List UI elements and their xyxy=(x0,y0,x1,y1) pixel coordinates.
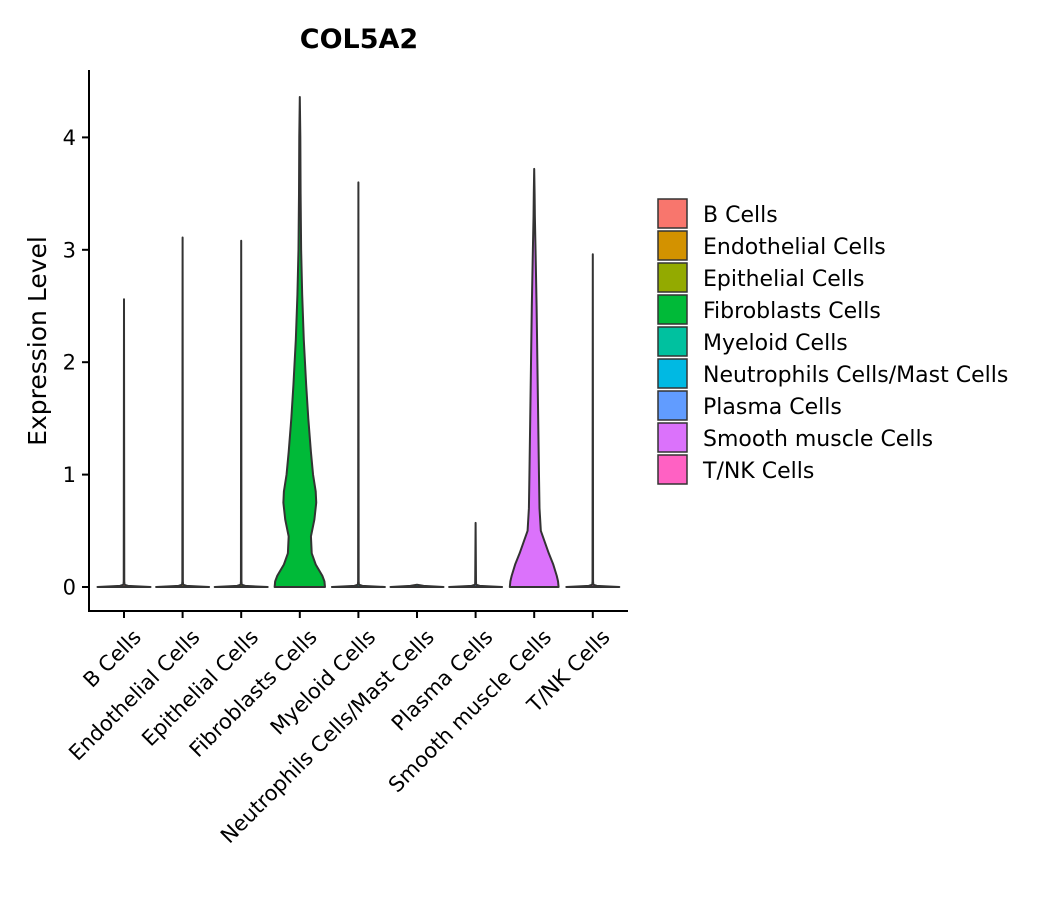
legend-key-plasma-cells xyxy=(657,390,688,421)
legend-key-fibroblasts-cells xyxy=(657,294,688,325)
legend-label-epithelial-cells: Epithelial Cells xyxy=(703,267,864,292)
legend-label-neutrophils-cells-mast-cells: Neutrophils Cells/Mast Cells xyxy=(703,363,1008,388)
legend-key-epithelial-cells xyxy=(657,262,688,293)
violin-myeloid-cells xyxy=(330,181,386,588)
y-tick-label-1: 1 xyxy=(63,463,76,487)
y-axis-title: Expression Level xyxy=(23,236,52,446)
legend-key-myeloid-cells xyxy=(657,326,688,357)
x-tick-label-neutrophils-cells-mast-cells: Neutrophils Cells/Mast Cells xyxy=(216,625,439,848)
legend-key-endothelial-cells xyxy=(657,230,688,261)
legend-label-plasma-cells: Plasma Cells xyxy=(703,395,842,420)
violin-plasma-cells xyxy=(448,521,504,588)
violin-neutrophils-cells-mast-cells xyxy=(389,583,445,588)
chart-title: COL5A2 xyxy=(300,24,418,55)
legend-label-fibroblasts-cells: Fibroblasts Cells xyxy=(703,299,881,324)
violin-smooth-muscle-cells xyxy=(508,167,560,588)
violin-fibroblasts-cells xyxy=(273,95,326,588)
legend-label-myeloid-cells: Myeloid Cells xyxy=(703,331,848,356)
violin-epithelial-cells xyxy=(213,239,269,588)
violin-t-nk-cells xyxy=(565,253,621,588)
legend-label-endothelial-cells: Endothelial Cells xyxy=(703,235,886,260)
legend-label-t-nk-cells: T/NK Cells xyxy=(702,459,814,484)
x-tick-label-myeloid-cells: Myeloid Cells xyxy=(266,625,381,740)
x-tick-label-plasma-cells: Plasma Cells xyxy=(387,625,498,736)
legend-label-b-cells: B Cells xyxy=(703,203,778,228)
y-tick-label-3: 3 xyxy=(63,238,76,262)
violin-b-cells xyxy=(96,298,152,588)
y-tick-label-2: 2 xyxy=(63,351,76,375)
y-tick-label-4: 4 xyxy=(63,126,76,150)
legend-key-smooth-muscle-cells xyxy=(657,422,688,453)
legend-key-t-nk-cells xyxy=(657,454,688,485)
legend-key-neutrophils-cells-mast-cells xyxy=(657,358,688,389)
legend-key-b-cells xyxy=(657,198,688,229)
violin-endothelial-cells xyxy=(155,236,211,588)
legend: B Cells Endothelial Cells Epithelial Cells… xyxy=(657,198,1008,485)
y-axis-ticks: 0 1 2 3 4 xyxy=(63,126,89,600)
y-tick-label-0: 0 xyxy=(63,576,76,600)
violins xyxy=(96,95,621,588)
legend-label-smooth-muscle-cells: Smooth muscle Cells xyxy=(703,427,933,452)
